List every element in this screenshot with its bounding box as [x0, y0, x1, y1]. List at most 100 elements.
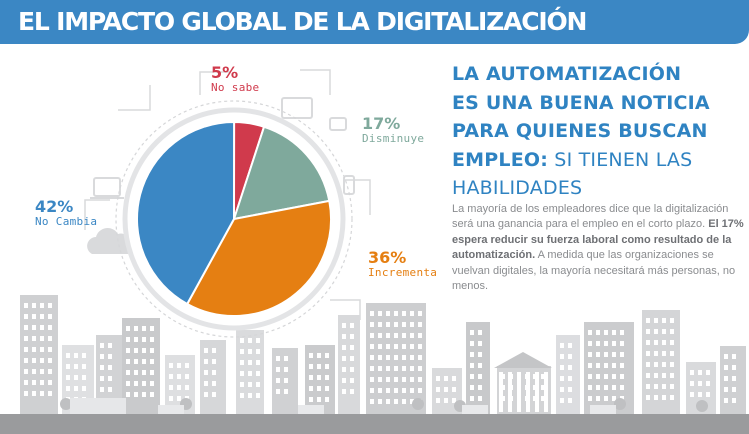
- building-window: [40, 391, 44, 396]
- building-window: [134, 381, 138, 386]
- building-window: [100, 354, 104, 359]
- building-window: [560, 354, 564, 359]
- building-window: [66, 353, 70, 358]
- building-window: [24, 314, 28, 319]
- building-window: [40, 314, 44, 319]
- building-window: [240, 360, 244, 365]
- building-window: [402, 399, 406, 404]
- building-window: [325, 375, 329, 380]
- building-window: [150, 381, 154, 386]
- building-window: [386, 311, 390, 316]
- building-window: [724, 354, 728, 359]
- building-window: [284, 389, 288, 394]
- building-window: [418, 344, 422, 349]
- building-window: [588, 396, 592, 401]
- pct-no-sabe: 5%: [211, 63, 239, 82]
- building-window: [654, 362, 658, 367]
- building-window: [478, 374, 482, 379]
- building-window: [378, 322, 382, 327]
- building-window: [134, 392, 138, 397]
- building-window: [276, 378, 280, 383]
- building-window: [418, 377, 422, 382]
- building-window: [325, 397, 329, 402]
- label-incrementa: 36% Incrementa: [368, 249, 437, 279]
- building-window: [444, 387, 448, 392]
- building-window: [568, 376, 572, 381]
- building-window: [596, 330, 600, 335]
- building-window: [48, 369, 52, 374]
- building-window: [24, 325, 28, 330]
- building-window: [142, 348, 146, 353]
- city-skyline: [0, 295, 749, 434]
- building-window: [646, 351, 650, 356]
- building-window: [185, 385, 189, 390]
- building-window: [212, 370, 216, 375]
- skyline-building: [122, 318, 160, 415]
- skyline-building: [497, 366, 551, 415]
- building-window: [256, 393, 260, 398]
- building-window: [402, 377, 406, 382]
- building-window: [108, 365, 112, 370]
- building-window: [470, 385, 474, 390]
- building-window: [24, 391, 28, 396]
- pie-slice-no-cambia: [136, 120, 236, 306]
- building-window: [568, 398, 572, 403]
- building-window: [370, 333, 374, 338]
- body-part-1: La mayoría de los empleadores dice que l…: [452, 203, 729, 231]
- building-window: [568, 343, 572, 348]
- building-window: [378, 366, 382, 371]
- building-window: [74, 386, 78, 391]
- pct-no-cambia: 42%: [35, 197, 74, 216]
- building-window: [596, 374, 600, 379]
- building-window: [100, 343, 104, 348]
- building-window: [342, 367, 346, 372]
- building-window: [654, 318, 658, 323]
- building-window: [386, 322, 390, 327]
- pie-chart: [136, 120, 332, 317]
- building-window: [732, 387, 736, 392]
- building-window: [32, 314, 36, 319]
- building-window: [394, 388, 398, 393]
- building-window: [478, 330, 482, 335]
- building-window: [612, 363, 616, 368]
- building-window: [134, 337, 138, 342]
- laptop-icon: [93, 177, 121, 197]
- building-window: [32, 369, 36, 374]
- car: [298, 405, 324, 414]
- building-window: [410, 333, 414, 338]
- building-window: [386, 344, 390, 349]
- building-window: [378, 388, 382, 393]
- building-window: [24, 358, 28, 363]
- building-window: [169, 363, 173, 368]
- building-window: [212, 381, 216, 386]
- building-window: [452, 387, 456, 392]
- building-window: [604, 330, 608, 335]
- building-window: [350, 367, 354, 372]
- building-window: [560, 398, 564, 403]
- building-window: [248, 393, 252, 398]
- building-window: [478, 396, 482, 401]
- label-no-sabe: 5% No sabe: [211, 64, 259, 94]
- building-window: [612, 396, 616, 401]
- headline: LA AUTOMATIZACIÓN ES UNA BUENA NOTICIA P…: [452, 60, 710, 203]
- building-window: [596, 385, 600, 390]
- building-window: [370, 322, 374, 327]
- building-window: [177, 396, 181, 401]
- building-window: [604, 341, 608, 346]
- building-window: [150, 348, 154, 353]
- building-window: [402, 388, 406, 393]
- building-window: [342, 389, 346, 394]
- building-window: [126, 359, 130, 364]
- building-window: [394, 333, 398, 338]
- building-window: [66, 364, 70, 369]
- building-window: [654, 340, 658, 345]
- tree: [60, 398, 72, 410]
- building-window: [690, 381, 694, 386]
- building-window: [394, 311, 398, 316]
- building-window: [646, 340, 650, 345]
- building-window: [604, 352, 608, 357]
- building-window: [418, 322, 422, 327]
- building-window: [612, 341, 616, 346]
- skyline-building: [584, 322, 634, 415]
- building-window: [612, 385, 616, 390]
